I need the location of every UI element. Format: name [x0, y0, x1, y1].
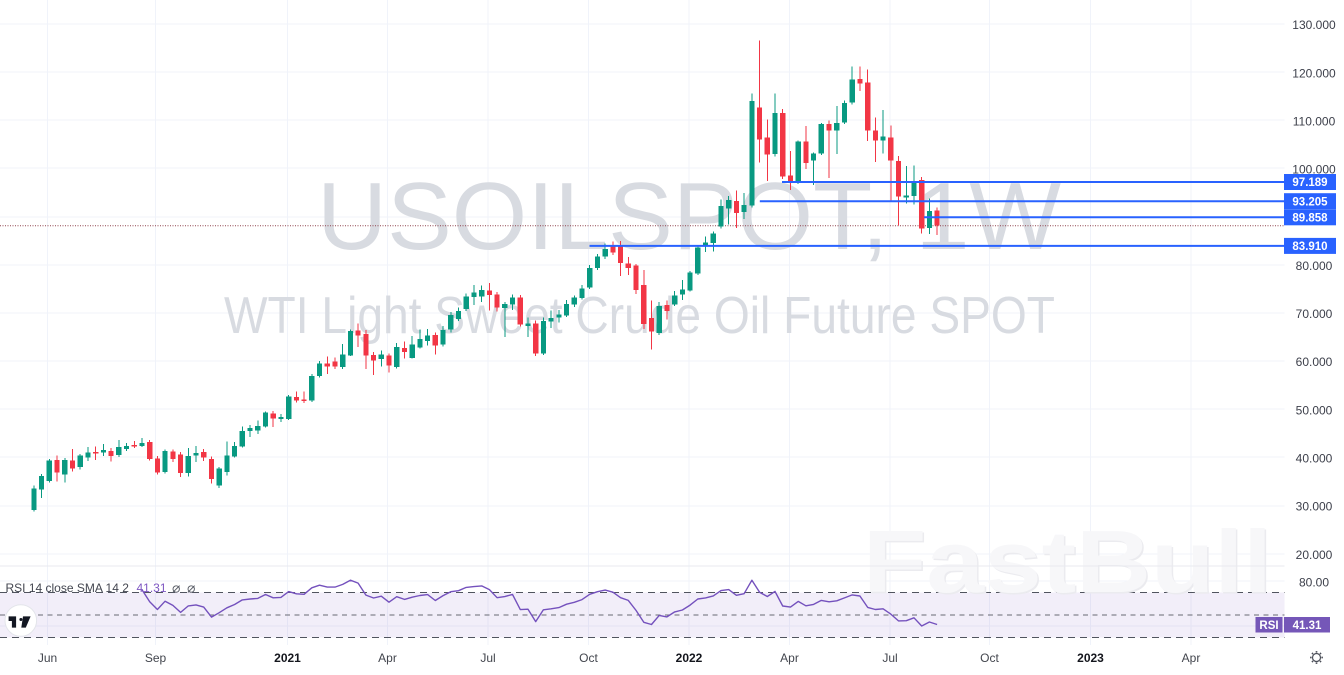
svg-text:41.31: 41.31 [1293, 620, 1322, 632]
svg-text:2023: 2023 [1077, 651, 1104, 665]
svg-text:Jun: Jun [38, 651, 57, 665]
svg-text:80.00: 80.00 [1299, 576, 1329, 590]
svg-text:60.000: 60.000 [1296, 355, 1333, 369]
svg-text:50.000: 50.000 [1296, 403, 1333, 417]
svg-text:97.189: 97.189 [1292, 177, 1327, 189]
svg-text:2022: 2022 [676, 651, 703, 665]
svg-text:2021: 2021 [274, 651, 301, 665]
svg-text:93.205: 93.205 [1292, 196, 1328, 208]
svg-text:⌀: ⌀ [187, 580, 195, 596]
svg-text:Oct: Oct [579, 651, 598, 665]
svg-text:Apr: Apr [1182, 651, 1201, 665]
svg-text:Apr: Apr [378, 651, 397, 665]
svg-text:20.000: 20.000 [1296, 548, 1333, 562]
svg-text:70.000: 70.000 [1296, 307, 1333, 321]
svg-text:30.000: 30.000 [1296, 500, 1333, 514]
svg-text:Apr: Apr [780, 651, 799, 665]
svg-text:80.000: 80.000 [1296, 259, 1333, 273]
svg-text:40.000: 40.000 [1296, 452, 1333, 466]
svg-text:89.858: 89.858 [1292, 212, 1328, 224]
svg-text:Jul: Jul [882, 651, 897, 665]
svg-text:FastBull: FastBull [863, 512, 1272, 611]
svg-text:Jul: Jul [480, 651, 495, 665]
svg-text:110.000: 110.000 [1293, 115, 1336, 129]
svg-text:83.910: 83.910 [1292, 241, 1327, 253]
svg-text:41.31: 41.31 [137, 581, 167, 595]
svg-text:RSI: RSI [1259, 620, 1278, 632]
svg-text:Sep: Sep [145, 651, 167, 665]
svg-text:⌀: ⌀ [172, 580, 180, 596]
svg-text:RSI 14 close SMA 14 2: RSI 14 close SMA 14 2 [6, 581, 130, 595]
svg-text:130.000: 130.000 [1292, 18, 1336, 32]
svg-text:Oct: Oct [980, 651, 999, 665]
svg-text:120.000: 120.000 [1292, 66, 1336, 80]
